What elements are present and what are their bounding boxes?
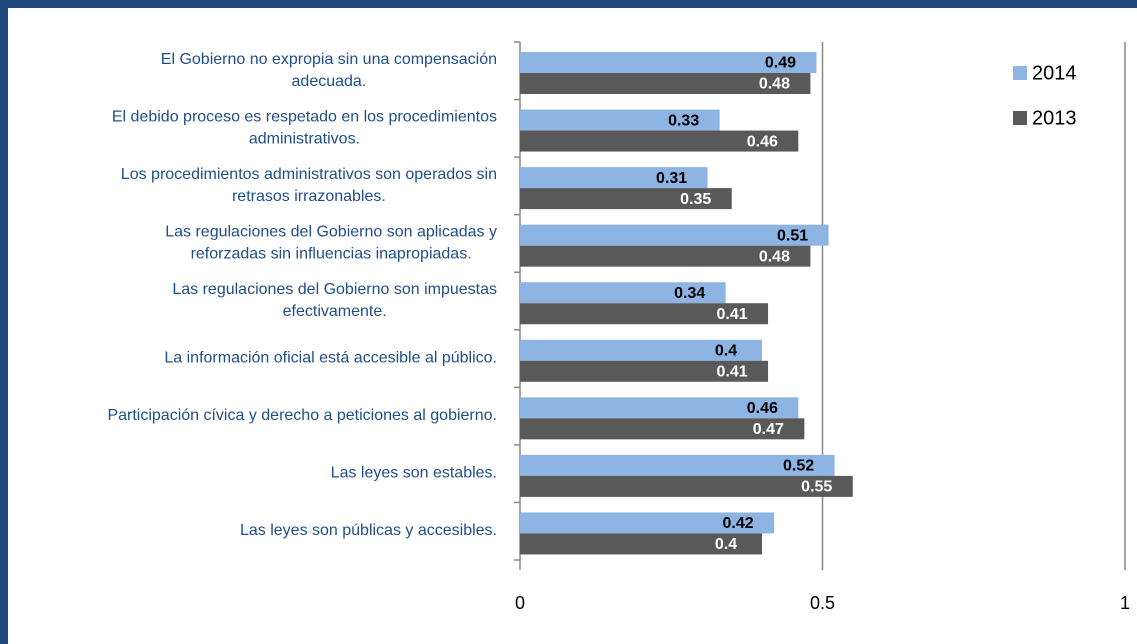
- legend-label: 2013: [1032, 107, 1077, 129]
- data-label: 0.41: [716, 363, 747, 380]
- bar: [520, 167, 708, 189]
- category-label: El Gobierno no expropia sin una compensa…: [161, 51, 497, 90]
- category-label: Participación cívica y derecho a peticio…: [107, 407, 497, 424]
- bar: [520, 73, 811, 94]
- data-label: 0.51: [777, 227, 808, 244]
- bar: [520, 512, 775, 534]
- x-tick-label: 0.5: [810, 593, 835, 613]
- data-label: 0.52: [783, 458, 814, 475]
- bar: [520, 533, 762, 555]
- data-label: 0.47: [753, 421, 784, 438]
- data-label: 0.48: [759, 76, 790, 93]
- data-label: 0.49: [765, 55, 796, 72]
- data-label: 0.46: [747, 400, 778, 417]
- bar: [520, 130, 799, 152]
- bar: [520, 224, 829, 246]
- bar: [520, 188, 732, 210]
- data-label: 0.33: [668, 112, 699, 129]
- data-label: 0.41: [716, 306, 747, 323]
- bar: [520, 282, 726, 304]
- category-label: Las leyes son estables.: [331, 465, 497, 482]
- legend-swatch: [1013, 111, 1027, 125]
- bar: [520, 52, 817, 73]
- bar: [520, 360, 769, 382]
- category-label: El debido proceso es respetado en los pr…: [112, 109, 497, 148]
- data-label: 0.4: [715, 342, 737, 359]
- bar: [520, 339, 762, 361]
- category-label: La información oficial está accesible al…: [164, 350, 497, 367]
- category-label: Las leyes son públicas y accesibles.: [240, 522, 497, 539]
- bar: [520, 418, 805, 440]
- bar: [520, 303, 769, 325]
- bar: [520, 397, 799, 419]
- data-label: 0.46: [747, 133, 778, 150]
- legend-swatch: [1013, 66, 1027, 80]
- x-tick-label: 1: [1120, 593, 1130, 613]
- legend-label: 2014: [1032, 62, 1077, 84]
- x-tick-label: 0: [515, 593, 525, 613]
- data-label: 0.34: [674, 285, 705, 302]
- data-label: 0.42: [723, 515, 754, 532]
- category-label: Los procedimientos administrativos son o…: [121, 166, 497, 205]
- bar: [520, 454, 835, 476]
- category-label: Las regulaciones del Gobierno son impues…: [172, 281, 497, 320]
- category-label: Las regulaciones del Gobierno son aplica…: [165, 224, 497, 263]
- data-label: 0.55: [801, 479, 832, 496]
- bar: [520, 475, 853, 497]
- bar: [520, 109, 720, 131]
- data-label: 0.48: [759, 248, 790, 265]
- data-label: 0.31: [656, 170, 687, 187]
- bar: [520, 245, 811, 267]
- data-label: 0.4: [715, 536, 737, 553]
- data-label: 0.35: [680, 191, 711, 208]
